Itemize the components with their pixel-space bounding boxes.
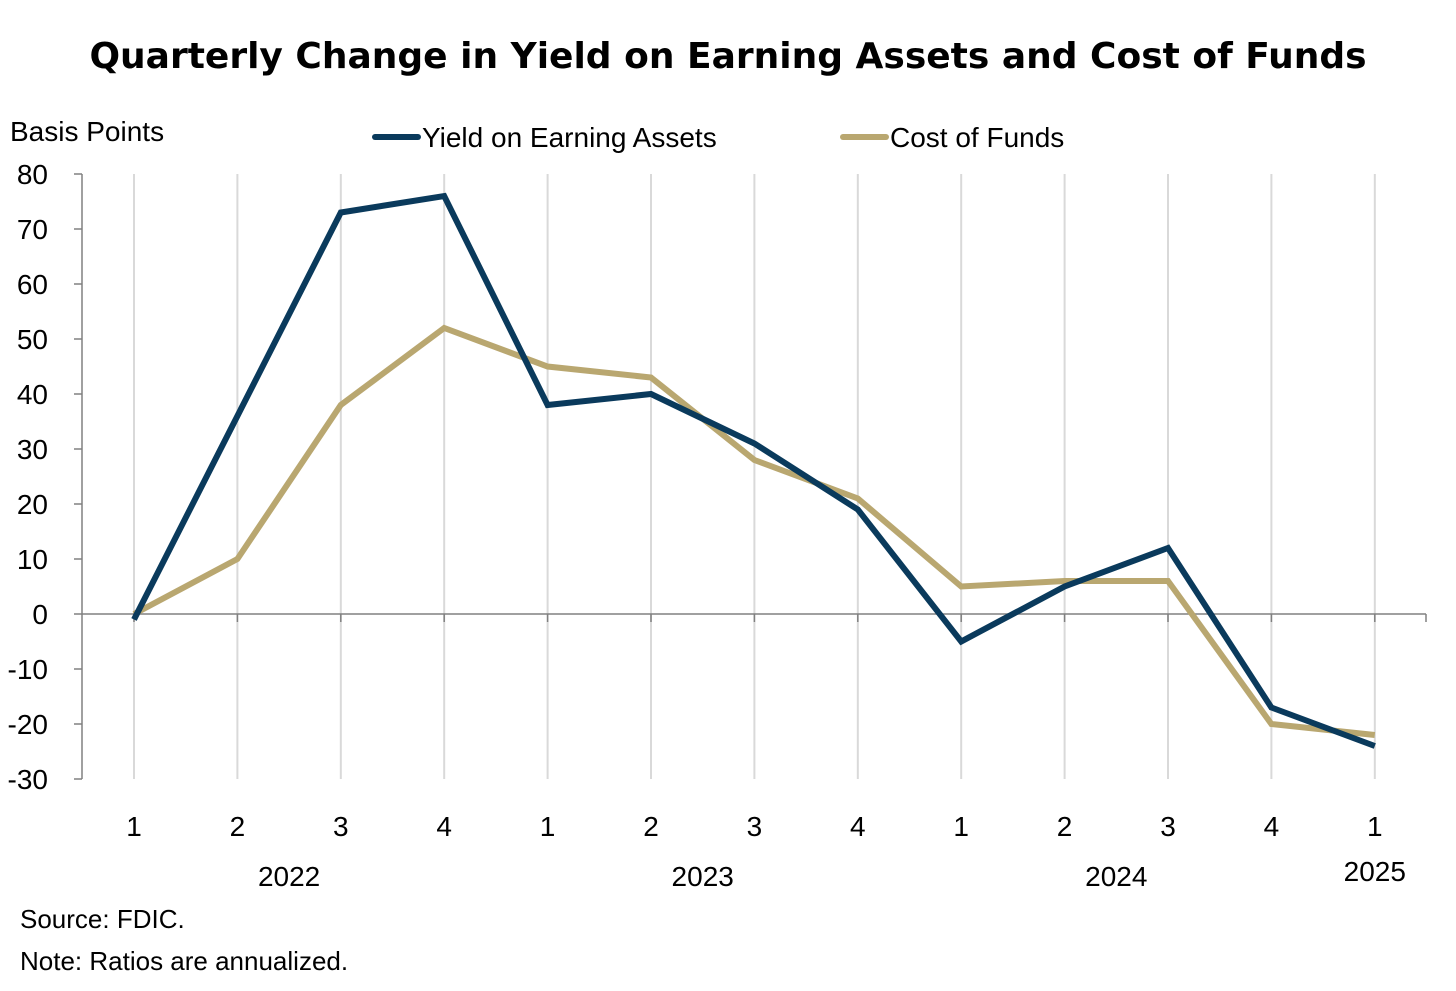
y-tick-label: 10 xyxy=(17,544,48,575)
legend: Yield on Earning Assets Cost of Funds xyxy=(372,122,1064,153)
y-tick-label: 60 xyxy=(17,269,48,300)
year-label: 2024 xyxy=(1085,861,1147,892)
x-tick-label: 3 xyxy=(333,811,349,842)
chart-title: Quarterly Change in Yield on Earning Ass… xyxy=(89,36,1366,77)
y-tick-label: 70 xyxy=(17,214,48,245)
year-label: 2023 xyxy=(672,861,734,892)
y-tick-label: -10 xyxy=(8,654,48,685)
x-tick-label: 1 xyxy=(953,811,969,842)
x-tick-label: 1 xyxy=(1367,811,1383,842)
x-tick-label: 3 xyxy=(1160,811,1176,842)
x-tick-label: 3 xyxy=(747,811,763,842)
x-tick-label: 4 xyxy=(436,811,452,842)
tick-labels: 80 70 60 50 40 30 20 10 0 -10 -20 -30 1 2 3 4 1 2 3 4 1 2 3 4 1 2… xyxy=(8,159,1406,892)
legend-label-cost: Cost of Funds xyxy=(890,122,1064,153)
x-tick-label: 4 xyxy=(1264,811,1280,842)
y-tick-label: 20 xyxy=(17,489,48,520)
source-note: Source: FDIC. xyxy=(20,904,185,934)
year-label: 2025 xyxy=(1344,856,1406,887)
x-tick-label: 2 xyxy=(643,811,659,842)
year-label: 2022 xyxy=(258,861,320,892)
annualized-note: Note: Ratios are annualized. xyxy=(20,946,348,976)
series-line-cost xyxy=(132,324,1376,738)
y-tick-label: 80 xyxy=(17,159,48,190)
y-tick-label: 0 xyxy=(32,599,48,630)
y-tick-label: 40 xyxy=(17,379,48,410)
y-axis-label: Basis Points xyxy=(10,116,164,147)
y-tick-label: 50 xyxy=(17,324,48,355)
series-lines xyxy=(131,192,1376,749)
x-tick-label: 4 xyxy=(850,811,866,842)
legend-label-yield: Yield on Earning Assets xyxy=(422,122,717,153)
x-tick-label: 2 xyxy=(1057,811,1073,842)
grid-lines xyxy=(133,174,1376,779)
axes xyxy=(74,173,1427,780)
x-tick-label: 1 xyxy=(540,811,556,842)
y-tick-label: -20 xyxy=(8,709,48,740)
series-line-yield xyxy=(131,192,1376,749)
y-tick-label: 30 xyxy=(17,434,48,465)
x-tick-label: 1 xyxy=(126,811,142,842)
x-tick-label: 2 xyxy=(230,811,246,842)
y-tick-label: -30 xyxy=(8,764,48,795)
